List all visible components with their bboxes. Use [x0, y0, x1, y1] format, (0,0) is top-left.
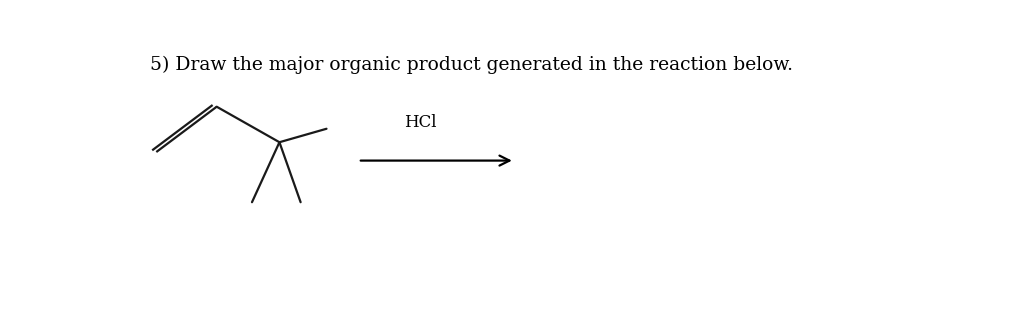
Text: HCl: HCl [404, 114, 437, 131]
Text: 5) Draw the major organic product generated in the reaction below.: 5) Draw the major organic product genera… [150, 55, 793, 73]
